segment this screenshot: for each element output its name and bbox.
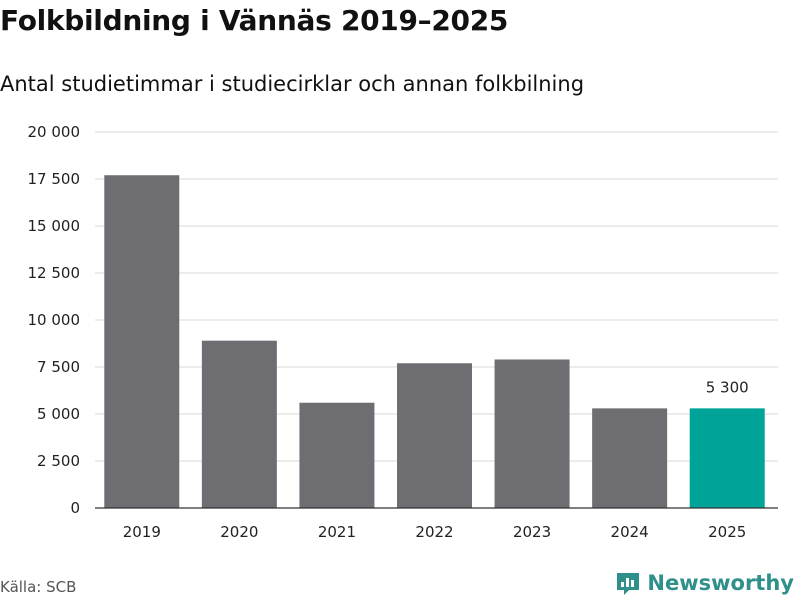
x-tick-label: 2021 (318, 523, 356, 541)
y-tick-label: 2 500 (37, 452, 80, 470)
bar (397, 363, 472, 508)
y-tick-label: 12 500 (28, 264, 81, 282)
x-tick-label: 2019 (123, 523, 161, 541)
data-label: 5 300 (706, 378, 749, 396)
chart-subtitle: Antal studietimmar i studiecirklar och a… (0, 72, 585, 96)
brand-name: Newsworthy (647, 571, 794, 595)
newsworthy-logo-icon (617, 573, 640, 595)
y-tick-label: 17 500 (28, 170, 81, 188)
bar (494, 359, 570, 508)
bar (299, 402, 375, 508)
bar (592, 408, 668, 508)
bar (104, 175, 180, 509)
x-tick-label: 2023 (513, 523, 551, 541)
brand-logo: Newsworthy (615, 570, 794, 596)
source-note: Källa: SCB (0, 578, 77, 596)
y-tick-label: 20 000 (28, 123, 81, 141)
y-tick-label: 0 (70, 499, 80, 517)
x-tick-label: 2024 (611, 523, 649, 541)
y-tick-label: 5 000 (37, 405, 80, 423)
bar-chart: 0 2 500 5 000 7 500 10 000 12 500 15 000 17 500… (28, 123, 778, 541)
y-tick-label: 10 000 (28, 311, 81, 329)
x-tick-label: 2022 (415, 523, 453, 541)
y-tick-label: 15 000 (28, 217, 81, 235)
y-tick-label: 7 500 (37, 358, 80, 376)
x-tick-label: 2020 (220, 523, 258, 541)
bar (201, 340, 277, 508)
chart-title: Folkbildning i Vännäs 2019–2025 (0, 4, 509, 37)
x-tick-label: 2025 (708, 523, 746, 541)
bar (689, 408, 765, 508)
